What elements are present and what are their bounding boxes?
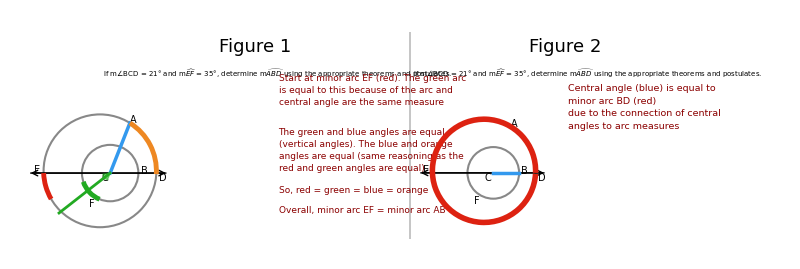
Text: If m$\angle$BCD = 21° and m$\widehat{EF}$ = 35°, determine m$\widehat{ABD}$ usin: If m$\angle$BCD = 21° and m$\widehat{EF}… <box>413 68 762 80</box>
Text: B: B <box>521 166 528 176</box>
Text: The green and blue angles are equal
(vertical angles). The blue and orange
angle: The green and blue angles are equal (ver… <box>278 128 463 173</box>
Text: B: B <box>141 167 147 176</box>
Text: C: C <box>101 173 108 183</box>
Text: A: A <box>130 115 137 125</box>
Text: Figure 2: Figure 2 <box>529 38 601 56</box>
Text: F: F <box>474 196 479 206</box>
Text: D: D <box>159 173 167 183</box>
Text: Start at minor arc EF (red). The green arc
is equal to this because of the arc a: Start at minor arc EF (red). The green a… <box>278 74 466 107</box>
Text: F: F <box>89 199 94 209</box>
Text: Figure 1: Figure 1 <box>219 38 291 56</box>
Text: E: E <box>423 165 430 175</box>
Text: E: E <box>34 165 40 175</box>
Text: C: C <box>485 172 491 183</box>
Text: A: A <box>511 119 518 129</box>
Text: Central angle (blue) is equal to
minor arc BD (red)
due to the connection of cen: Central angle (blue) is equal to minor a… <box>568 84 721 130</box>
Text: D: D <box>538 172 546 183</box>
Wedge shape <box>103 173 110 180</box>
Text: If m$\angle$BCD = 21° and m$\widehat{EF}$ = 35°, determine m$\widehat{ABD}$ usin: If m$\angle$BCD = 21° and m$\widehat{EF}… <box>103 68 452 80</box>
Text: So, red = green = blue = orange: So, red = green = blue = orange <box>278 186 428 194</box>
Text: Overall, minor arc EF = minor arc AB: Overall, minor arc EF = minor arc AB <box>278 206 445 215</box>
